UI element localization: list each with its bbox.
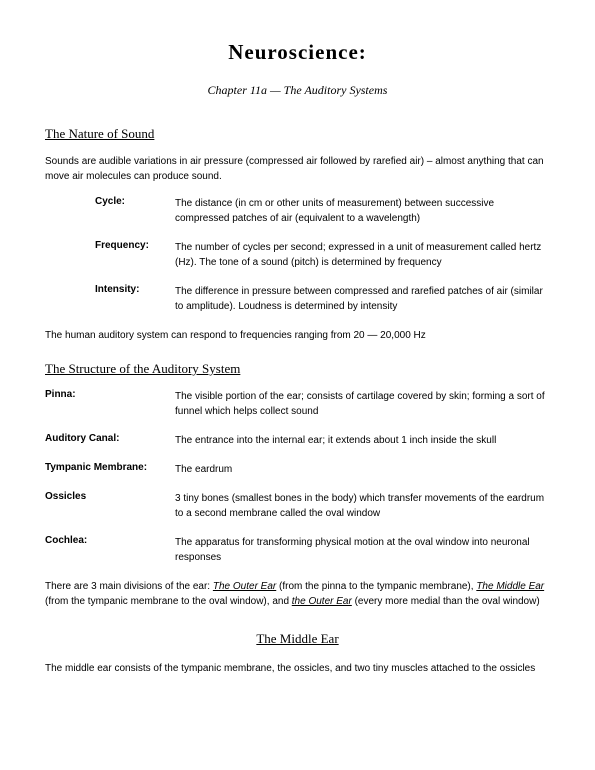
closing-paragraph: The human auditory system can respond to… xyxy=(45,328,550,343)
desc-frequency: The number of cycles per second; express… xyxy=(175,240,550,270)
definition-row: Ossicles 3 tiny bones (smallest bones in… xyxy=(45,491,550,521)
term-cycle: Cycle: xyxy=(95,196,175,226)
term-cochlea: Cochlea: xyxy=(45,535,175,565)
section-heading-nature: The Nature of Sound xyxy=(45,126,550,142)
text-span: (from the pinna to the tympanic membrane… xyxy=(276,581,476,592)
term-pinna: Pinna: xyxy=(45,389,175,419)
desc-cycle: The distance (in cm or other units of me… xyxy=(175,196,550,226)
middle-ear-paragraph: The middle ear consists of the tympanic … xyxy=(45,661,550,676)
text-span: (from the tympanic membrane to the oval … xyxy=(45,596,292,607)
definition-row: Auditory Canal: The entrance into the in… xyxy=(45,433,550,448)
divisions-paragraph: There are 3 main divisions of the ear: T… xyxy=(45,579,550,609)
definition-row: Intensity: The difference in pressure be… xyxy=(45,284,550,314)
term-auditory-canal: Auditory Canal: xyxy=(45,433,175,448)
emphasis-outer-ear-2: the Outer Ear xyxy=(292,596,352,607)
desc-cochlea: The apparatus for transforming physical … xyxy=(175,535,550,565)
definition-row: Frequency: The number of cycles per seco… xyxy=(45,240,550,270)
desc-pinna: The visible portion of the ear; consists… xyxy=(175,389,550,419)
desc-intensity: The difference in pressure between compr… xyxy=(175,284,550,314)
emphasis-middle-ear: The Middle Ear xyxy=(476,581,544,592)
text-span: There are 3 main divisions of the ear: xyxy=(45,581,213,592)
term-frequency: Frequency: xyxy=(95,240,175,270)
sub-heading-middle-ear: The Middle Ear xyxy=(45,631,550,647)
intro-paragraph: Sounds are audible variations in air pre… xyxy=(45,154,550,184)
document-page: Neuroscience: Chapter 11a — The Auditory… xyxy=(0,0,595,718)
chapter-subtitle: Chapter 11a — The Auditory Systems xyxy=(45,83,550,98)
section-heading-structure: The Structure of the Auditory System xyxy=(45,361,550,377)
definition-row: Cochlea: The apparatus for transforming … xyxy=(45,535,550,565)
definition-row: Cycle: The distance (in cm or other unit… xyxy=(45,196,550,226)
desc-ossicles: 3 tiny bones (smallest bones in the body… xyxy=(175,491,550,521)
main-title: Neuroscience: xyxy=(45,40,550,65)
text-span: (every more medial than the oval window) xyxy=(352,596,540,607)
emphasis-outer-ear: The Outer Ear xyxy=(213,581,276,592)
desc-tympanic: The eardrum xyxy=(175,462,550,477)
desc-auditory-canal: The entrance into the internal ear; it e… xyxy=(175,433,550,448)
definition-row: Pinna: The visible portion of the ear; c… xyxy=(45,389,550,419)
term-intensity: Intensity: xyxy=(95,284,175,314)
term-tympanic: Tympanic Membrane: xyxy=(45,462,175,477)
definition-row: Tympanic Membrane: The eardrum xyxy=(45,462,550,477)
term-ossicles: Ossicles xyxy=(45,491,175,521)
